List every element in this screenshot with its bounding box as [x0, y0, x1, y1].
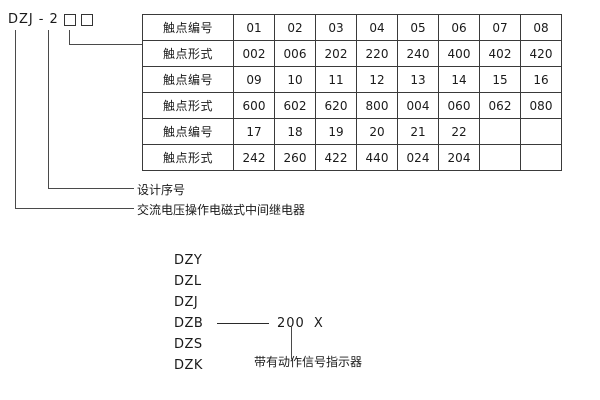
series-name: DZJ	[174, 295, 199, 310]
table-row: 触点形式 242 260 422 440 024 204	[142, 144, 562, 171]
table-cell: 006	[274, 40, 316, 67]
series-list-item: DZY	[174, 250, 323, 271]
series-list: DZY DZL DZJ DZB 200 X DZS DZK	[174, 250, 323, 376]
table-cell: 09	[233, 66, 275, 93]
table-cell: 19	[315, 118, 357, 145]
leader-line-contact-form-vertical	[69, 30, 70, 45]
table-cell: 002	[233, 40, 275, 67]
table-cell: 21	[397, 118, 439, 145]
table-cell: 11	[315, 66, 357, 93]
table-cell: 05	[397, 14, 439, 41]
table-cell: 402	[479, 40, 521, 67]
series-name: DZB	[174, 316, 204, 331]
callout-relay-description: 交流电压操作电磁式中间继电器	[137, 203, 306, 217]
table-cell: 02	[274, 14, 316, 41]
table-cell: 062	[479, 92, 521, 119]
series-list-item: DZK	[174, 355, 323, 376]
table-cell-empty	[520, 144, 562, 171]
table-cell: 400	[438, 40, 480, 67]
table-cell: 204	[438, 144, 480, 171]
series-list-item: DZJ	[174, 292, 323, 313]
table-cell: 220	[356, 40, 398, 67]
row-label: 触点形式	[142, 92, 234, 119]
table-cell: 024	[397, 144, 439, 171]
table-cell: 620	[315, 92, 357, 119]
series-connector-line	[217, 323, 269, 324]
table-cell: 240	[397, 40, 439, 67]
table-cell: 202	[315, 40, 357, 67]
leader-line-contact-form-horizontal	[69, 44, 143, 45]
table-cell: 060	[438, 92, 480, 119]
table-cell: 440	[356, 144, 398, 171]
table-row: 触点编号 09 10 11 12 13 14 15 16	[142, 66, 562, 93]
series-list-item: DZL	[174, 271, 323, 292]
table-cell: 22	[438, 118, 480, 145]
callout-suffix-note: 带有动作信号指示器	[254, 355, 363, 369]
placeholder-box-icon	[63, 13, 76, 26]
table-cell: 04	[356, 14, 398, 41]
table-cell: 800	[356, 92, 398, 119]
table-cell: 004	[397, 92, 439, 119]
series-name: DZY	[174, 253, 203, 268]
model-code-separator: -	[38, 12, 45, 27]
row-label: 触点形式	[142, 40, 234, 67]
table-cell: 17	[233, 118, 275, 145]
series-name: DZL	[174, 274, 202, 289]
leader-line-relay-description-vertical	[15, 30, 16, 209]
table-body: 触点编号 01 02 03 04 05 06 07 08 触点形式 002 00…	[142, 14, 562, 171]
table-cell: 16	[520, 66, 562, 93]
table-cell: 20	[356, 118, 398, 145]
contact-specification-table: 触点编号 01 02 03 04 05 06 07 08 触点形式 002 00…	[142, 14, 562, 171]
series-list-item: DZS	[174, 334, 323, 355]
table-cell: 420	[520, 40, 562, 67]
row-label: 触点编号	[142, 14, 234, 41]
leader-line-suffix-vertical	[291, 327, 292, 359]
placeholder-box-icon	[80, 13, 93, 26]
series-suffix: X	[313, 316, 323, 331]
series-name: DZS	[174, 337, 203, 352]
table-cell: 422	[315, 144, 357, 171]
leader-line-relay-description-horizontal	[15, 208, 134, 209]
table-cell: 15	[479, 66, 521, 93]
table-cell: 07	[479, 14, 521, 41]
table-cell: 242	[233, 144, 275, 171]
table-cell: 18	[274, 118, 316, 145]
table-cell: 602	[274, 92, 316, 119]
table-cell: 080	[520, 92, 562, 119]
row-label: 触点编号	[142, 66, 234, 93]
leader-line-design-number-vertical	[48, 30, 49, 189]
table-row: 触点编号 17 18 19 20 21 22	[142, 118, 562, 145]
table-row: 触点编号 01 02 03 04 05 06 07 08	[142, 14, 562, 41]
table-cell: 06	[438, 14, 480, 41]
table-cell: 10	[274, 66, 316, 93]
table-cell-empty	[479, 144, 521, 171]
model-code-prefix: DZJ	[8, 12, 34, 27]
table-cell-empty	[520, 118, 562, 145]
table-row: 触点形式 600 602 620 800 004 060 062 080	[142, 92, 562, 119]
table-cell: 260	[274, 144, 316, 171]
model-code: DZJ - 2	[8, 12, 93, 27]
table-cell: 14	[438, 66, 480, 93]
table-row: 触点形式 002 006 202 220 240 400 402 420	[142, 40, 562, 67]
table-cell: 12	[356, 66, 398, 93]
callout-design-number: 设计序号	[137, 183, 186, 197]
table-cell: 13	[397, 66, 439, 93]
table-cell-empty	[479, 118, 521, 145]
series-code: 200	[277, 316, 305, 331]
table-cell: 600	[233, 92, 275, 119]
series-list-item-with-code: DZB 200 X	[174, 313, 323, 334]
row-label: 触点编号	[142, 118, 234, 145]
table-cell: 01	[233, 14, 275, 41]
series-name: DZK	[174, 358, 203, 373]
table-cell: 03	[315, 14, 357, 41]
leader-line-design-number-horizontal	[48, 188, 134, 189]
table-cell: 08	[520, 14, 562, 41]
row-label: 触点形式	[142, 144, 234, 171]
model-code-series: 2	[49, 12, 59, 27]
